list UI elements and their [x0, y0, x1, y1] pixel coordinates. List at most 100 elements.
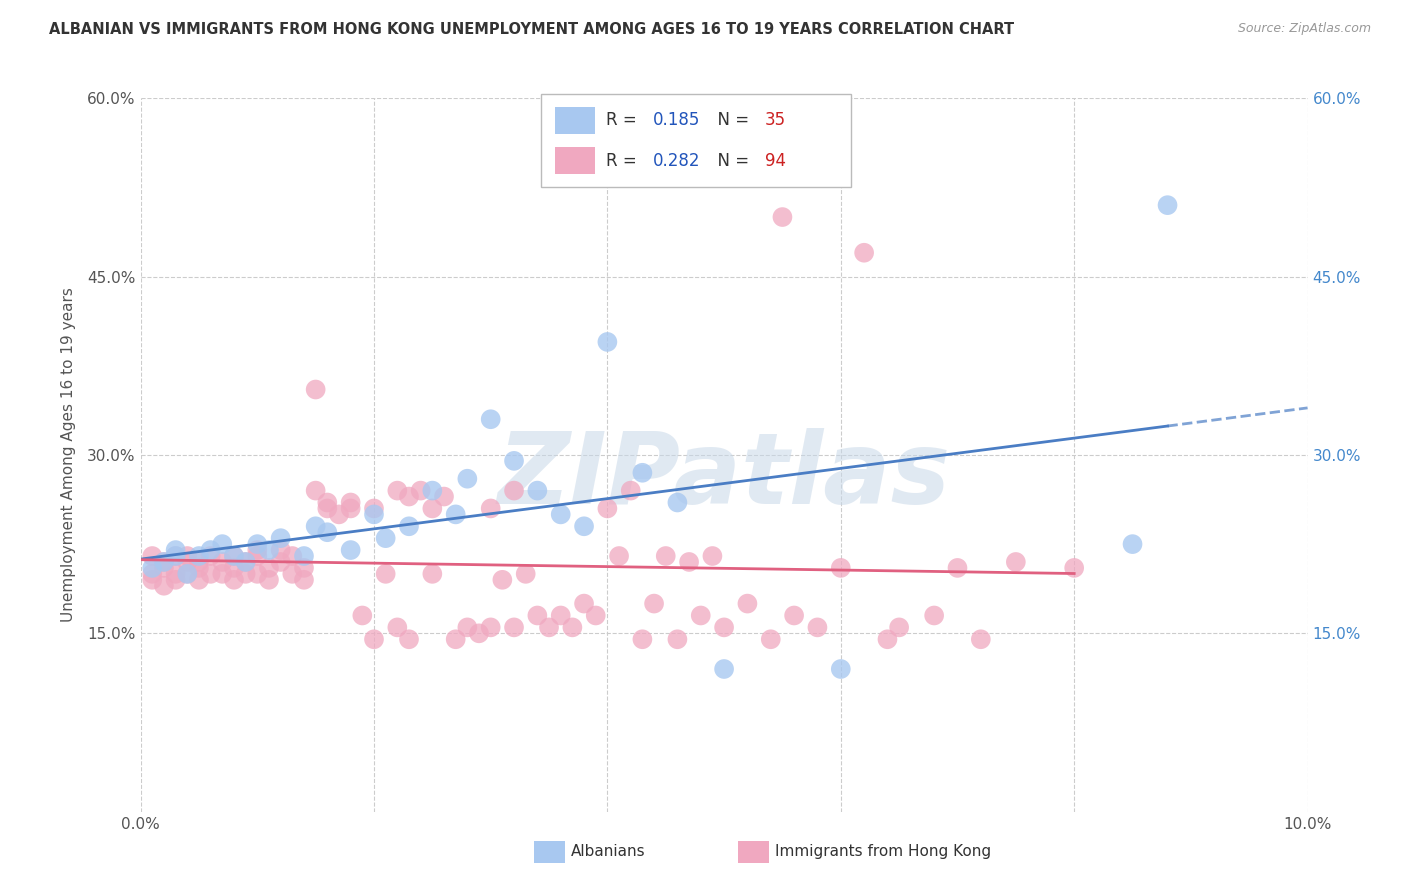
- Point: [643, 597, 665, 611]
- Point: [491, 573, 513, 587]
- Point: [503, 454, 526, 468]
- Point: [666, 632, 689, 647]
- Point: [689, 608, 711, 623]
- Point: [737, 597, 759, 611]
- Point: [270, 543, 292, 558]
- Point: [165, 543, 187, 558]
- Point: [270, 555, 292, 569]
- Point: [526, 483, 548, 498]
- Point: [515, 566, 537, 581]
- Point: [246, 537, 269, 551]
- Point: [316, 495, 339, 509]
- Point: [281, 566, 304, 581]
- Point: [188, 561, 211, 575]
- Point: [713, 662, 735, 676]
- Point: [596, 501, 619, 516]
- Point: [572, 519, 595, 533]
- Text: 0.282: 0.282: [652, 152, 700, 169]
- Text: Albanians: Albanians: [571, 845, 645, 859]
- Text: Immigrants from Hong Kong: Immigrants from Hong Kong: [775, 845, 991, 859]
- Point: [257, 573, 280, 587]
- Point: [456, 620, 478, 634]
- Point: [876, 632, 898, 647]
- Point: [363, 501, 385, 516]
- Point: [806, 620, 828, 634]
- Point: [176, 555, 198, 569]
- Point: [713, 620, 735, 634]
- Point: [165, 566, 187, 581]
- Text: 94: 94: [765, 152, 786, 169]
- Point: [292, 549, 315, 563]
- Point: [200, 549, 222, 563]
- Point: [352, 608, 374, 623]
- Point: [468, 626, 491, 640]
- Point: [620, 483, 643, 498]
- Point: [456, 472, 478, 486]
- Point: [176, 549, 198, 563]
- Point: [200, 543, 222, 558]
- Point: [222, 561, 245, 575]
- Point: [165, 549, 187, 563]
- Point: [946, 561, 969, 575]
- Text: N =: N =: [707, 112, 755, 129]
- Text: N =: N =: [707, 152, 755, 169]
- Point: [444, 508, 467, 522]
- Point: [165, 549, 187, 563]
- Point: [422, 501, 444, 516]
- Point: [153, 555, 176, 569]
- Point: [398, 490, 420, 504]
- Point: [363, 632, 385, 647]
- Point: [363, 508, 385, 522]
- Point: [655, 549, 678, 563]
- Point: [141, 561, 163, 575]
- Point: [444, 632, 467, 647]
- Point: [339, 495, 361, 509]
- Point: [422, 483, 444, 498]
- Point: [538, 620, 561, 634]
- Point: [631, 466, 654, 480]
- Point: [305, 383, 328, 397]
- Point: [374, 566, 396, 581]
- Point: [409, 483, 432, 498]
- Point: [246, 543, 269, 558]
- Point: [1063, 561, 1085, 575]
- Point: [200, 566, 222, 581]
- Point: [141, 549, 163, 563]
- Point: [503, 620, 526, 634]
- Point: [783, 608, 806, 623]
- Point: [550, 508, 572, 522]
- Point: [387, 620, 409, 634]
- Point: [211, 566, 233, 581]
- Point: [479, 412, 502, 426]
- Point: [479, 620, 502, 634]
- Point: [387, 483, 409, 498]
- Point: [211, 537, 233, 551]
- Point: [561, 620, 583, 634]
- Point: [176, 566, 198, 581]
- Point: [141, 566, 163, 581]
- Point: [772, 210, 794, 224]
- Point: [433, 490, 456, 504]
- Point: [257, 561, 280, 575]
- Point: [188, 555, 211, 569]
- Point: [316, 525, 339, 540]
- Text: Source: ZipAtlas.com: Source: ZipAtlas.com: [1237, 22, 1371, 36]
- Point: [398, 519, 420, 533]
- Point: [305, 483, 328, 498]
- Point: [339, 501, 361, 516]
- Point: [188, 549, 211, 563]
- Point: [422, 566, 444, 581]
- Point: [141, 573, 163, 587]
- Point: [153, 561, 176, 575]
- Point: [339, 543, 361, 558]
- Point: [1122, 537, 1144, 551]
- Point: [153, 555, 176, 569]
- Text: R =: R =: [606, 152, 643, 169]
- Point: [830, 662, 852, 676]
- Point: [222, 549, 245, 563]
- Point: [235, 555, 257, 569]
- Point: [305, 519, 328, 533]
- Point: [702, 549, 724, 563]
- Point: [176, 566, 198, 581]
- Point: [631, 632, 654, 647]
